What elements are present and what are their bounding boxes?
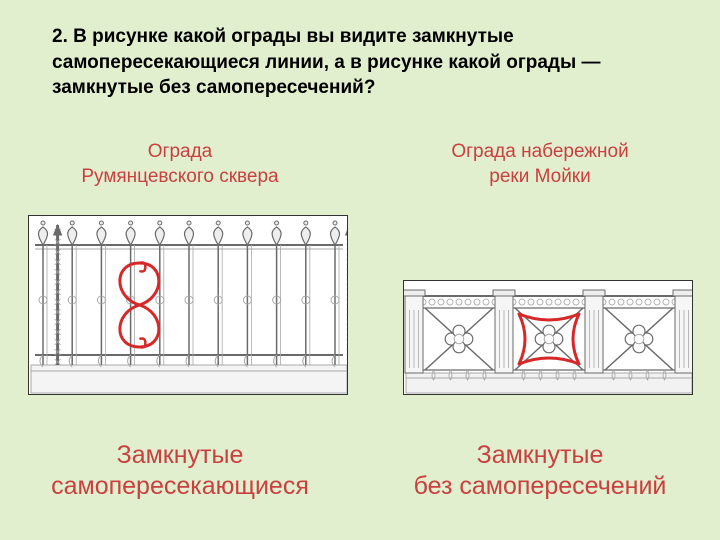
figure-left xyxy=(28,215,348,395)
fence-right-svg xyxy=(404,280,692,395)
answers-row: Замкнутые самопересекающиеся Замкнутые б… xyxy=(0,440,720,503)
caption-left: Ограда Румянцевского сквера xyxy=(0,140,360,189)
caption-left-line2: Румянцевского сквера xyxy=(81,166,278,187)
answer-right-line2: без самопересечений xyxy=(414,472,667,500)
figures-row xyxy=(0,215,720,395)
fence-left-svg xyxy=(29,215,347,395)
captions-row: Ограда Румянцевского сквера Ограда набер… xyxy=(0,140,720,189)
answer-right: Замкнутые без самопересечений xyxy=(360,440,720,503)
answer-left-line2: самопересекающиеся xyxy=(51,472,309,500)
caption-right: Ограда набережной реки Мойки xyxy=(360,140,720,189)
caption-right-line2: реки Мойки xyxy=(489,166,591,187)
figure-right xyxy=(403,280,693,395)
answer-right-line1: Замкнутые xyxy=(477,441,604,469)
question-text: 2. В рисунке какой ограды вы видите замк… xyxy=(52,24,672,101)
caption-left-line1: Ограда xyxy=(148,141,213,162)
answer-left-line1: Замкнутые xyxy=(117,441,244,469)
answer-left: Замкнутые самопересекающиеся xyxy=(0,440,360,503)
caption-right-line1: Ограда набережной xyxy=(451,141,628,162)
